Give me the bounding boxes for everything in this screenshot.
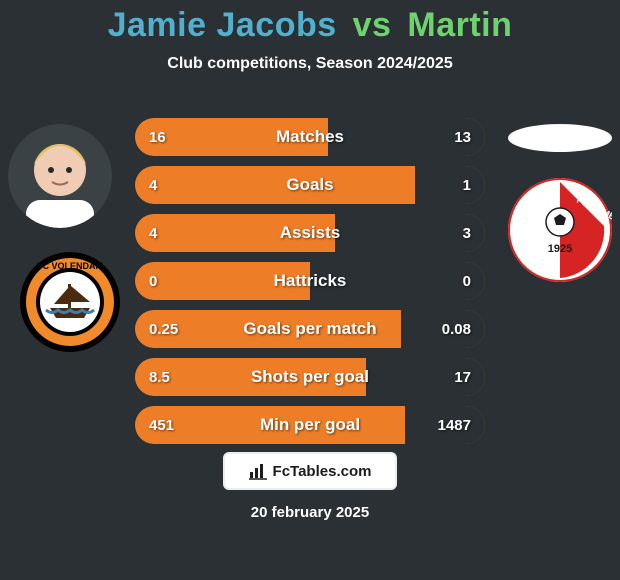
stat-label: Matches bbox=[135, 118, 485, 156]
subtitle: Club competitions, Season 2024/2025 bbox=[0, 55, 620, 73]
date-text: 20 february 2025 bbox=[0, 504, 620, 521]
club-crest-icon: FC EMMEN 1925 bbox=[508, 178, 612, 282]
stat-row: 1613Matches bbox=[135, 118, 485, 156]
stat-row: 43Assists bbox=[135, 214, 485, 252]
club-crest-icon: FC VOLENDAM bbox=[20, 252, 120, 352]
brand-badge[interactable]: FcTables.com bbox=[223, 452, 397, 490]
page-title: Jamie Jacobs vs Martin bbox=[0, 0, 620, 45]
comparison-infographic: { "title": { "player1": "Jamie Jacobs", … bbox=[0, 0, 620, 580]
stats-panel: 1613Matches 41Goals 43Assists 00Hattricks 0.… bbox=[135, 118, 485, 454]
player2-photo bbox=[508, 124, 612, 152]
title-player1: Jamie Jacobs bbox=[108, 6, 337, 44]
stat-label: Goals bbox=[135, 166, 485, 204]
player1-club-crest: FC VOLENDAM bbox=[20, 252, 120, 352]
avatar-placeholder-icon bbox=[8, 124, 112, 228]
stat-row: 41Goals bbox=[135, 166, 485, 204]
brand-text: FcTables.com bbox=[273, 463, 372, 480]
bar-chart-icon bbox=[249, 462, 267, 480]
stat-label: Hattricks bbox=[135, 262, 485, 300]
stat-row: 8.517Shots per goal bbox=[135, 358, 485, 396]
title-vs: vs bbox=[353, 6, 392, 44]
player1-photo bbox=[8, 124, 112, 228]
title-player2: Martin bbox=[407, 6, 512, 44]
stat-label: Shots per goal bbox=[135, 358, 485, 396]
stat-label: Goals per match bbox=[135, 310, 485, 348]
stat-row: 00Hattricks bbox=[135, 262, 485, 300]
svg-text:FC VOLENDAM: FC VOLENDAM bbox=[37, 261, 103, 271]
stat-label: Assists bbox=[135, 214, 485, 252]
player2-club-crest: FC EMMEN 1925 bbox=[508, 178, 612, 282]
stat-row: 0.250.08Goals per match bbox=[135, 310, 485, 348]
stat-label: Min per goal bbox=[135, 406, 485, 444]
stat-row: 4511487Min per goal bbox=[135, 406, 485, 444]
svg-text:1925: 1925 bbox=[548, 243, 572, 255]
